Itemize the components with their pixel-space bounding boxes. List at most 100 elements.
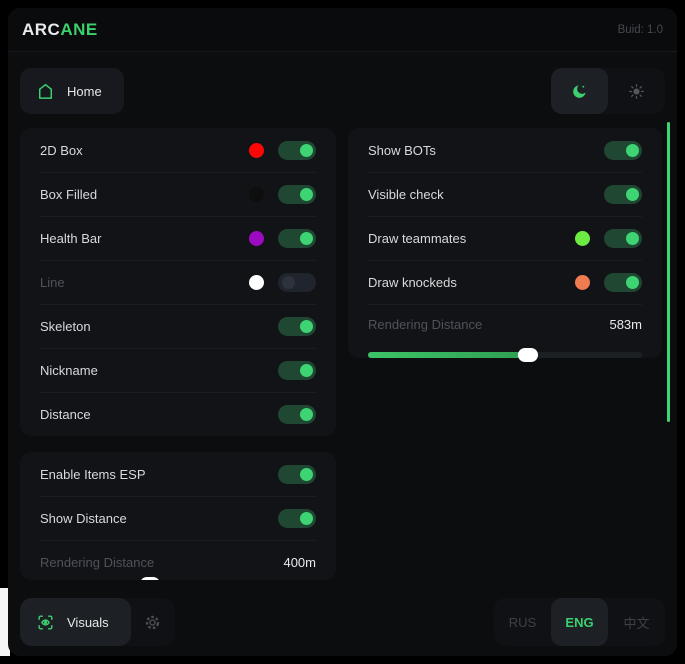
setting-label: Health Bar	[40, 231, 102, 246]
setting-label: Skeleton	[40, 319, 91, 334]
setting-row-draw-knockeds: Draw knockeds	[368, 260, 642, 304]
setting-label: Distance	[40, 407, 91, 422]
toggle-knob	[299, 364, 313, 377]
color-swatch[interactable]	[249, 231, 264, 246]
setting-row-show-distance: Show Distance	[40, 496, 316, 540]
slider-knob[interactable]	[517, 348, 538, 362]
toggle-knob	[281, 276, 295, 289]
toggle-switch[interactable]	[278, 229, 316, 248]
settings-button[interactable]	[131, 598, 175, 646]
slider-fill	[368, 352, 528, 358]
items-esp-card: Enable Items ESP Show Distance Rendering…	[20, 452, 336, 580]
toggle-switch[interactable]	[278, 140, 316, 160]
lang-eng-button[interactable]: ENG	[551, 598, 608, 646]
nav-row: Home	[20, 68, 665, 114]
toggle-switch[interactable]	[278, 464, 316, 484]
slider-knob[interactable]	[140, 577, 161, 580]
background-window-edge	[0, 588, 10, 656]
home-icon	[38, 83, 53, 99]
scrollbar-thumb[interactable]	[667, 122, 670, 422]
rendering-distance-value-row: Rendering Distance 583m	[368, 304, 642, 344]
setting-row-2d-box: 2D Box	[40, 128, 316, 172]
player-esp-card: 2D Box Box Filled He	[20, 128, 336, 436]
toggle-knob	[299, 512, 313, 525]
color-swatch[interactable]	[249, 275, 264, 290]
gear-icon	[145, 615, 160, 629]
color-swatch[interactable]	[575, 231, 590, 246]
visuals-eye-icon	[38, 614, 53, 630]
setting-row-health-bar: Health Bar	[40, 216, 316, 260]
setting-label: Box Filled	[40, 187, 98, 202]
setting-row-visible-check: Visible check	[368, 172, 642, 216]
language-switch: RUS ENG 中文	[494, 598, 665, 646]
toggle-knob	[299, 188, 313, 201]
setting-row-distance: Distance	[40, 392, 316, 436]
setting-label: Draw teammates	[368, 231, 467, 246]
lang-rus-button[interactable]: RUS	[494, 598, 551, 646]
toggle-switch[interactable]	[278, 509, 316, 528]
logo-text-primary: ARC	[22, 19, 61, 39]
toggle-switch[interactable]	[604, 273, 642, 292]
right-column: Show BOTs Visible check Draw teammates	[348, 128, 662, 376]
build-version-label: Buid: 1.0	[617, 23, 663, 36]
setting-label: 2D Box	[40, 142, 83, 158]
setting-label: Line	[40, 275, 65, 290]
bottom-bar: Visuals RUS ENG 中文	[20, 598, 665, 646]
toggle-switch[interactable]	[278, 405, 316, 424]
setting-row-enable-items-esp: Enable Items ESP	[40, 452, 316, 496]
setting-row-show-bots: Show BOTs	[368, 128, 642, 172]
setting-label: Nickname	[40, 363, 98, 378]
theme-switch	[551, 68, 665, 114]
setting-label: Enable Items ESP	[40, 466, 146, 482]
left-column: 2D Box Box Filled He	[20, 128, 336, 580]
rendering-distance-value: 583m	[609, 317, 642, 332]
toggle-switch[interactable]	[604, 140, 642, 160]
toggle-knob	[299, 232, 313, 245]
moon-icon	[573, 84, 586, 98]
setting-label: Draw knockeds	[368, 275, 457, 290]
lang-zh-button[interactable]: 中文	[608, 598, 665, 646]
toggle-switch[interactable]	[604, 229, 642, 248]
toggle-switch[interactable]	[604, 185, 642, 204]
toggle-knob	[625, 188, 639, 201]
toggle-knob	[299, 408, 313, 421]
tab-visuals[interactable]: Visuals	[20, 598, 131, 646]
color-swatch[interactable]	[249, 187, 264, 202]
tab-visuals-label: Visuals	[67, 614, 109, 630]
rendering-distance-slider[interactable]	[368, 348, 642, 362]
toggle-knob	[625, 276, 639, 289]
rendering-distance-slider[interactable]	[40, 577, 316, 580]
rendering-distance-value-row: Rendering Distance 400m	[40, 540, 316, 580]
toggle-switch[interactable]	[278, 185, 316, 204]
toggle-knob	[299, 143, 313, 157]
tab-home[interactable]: Home	[20, 68, 124, 114]
bots-card: Show BOTs Visible check Draw teammates	[348, 128, 662, 362]
dark-mode-button[interactable]	[551, 68, 608, 114]
color-swatch[interactable]	[249, 142, 264, 158]
setting-label: Show BOTs	[368, 142, 436, 158]
tab-home-label: Home	[67, 83, 102, 99]
setting-row-box-filled: Box Filled	[40, 172, 316, 216]
rendering-distance-label: Rendering Distance	[368, 317, 483, 332]
rendering-distance-label: Rendering Distance	[40, 555, 155, 570]
toggle-knob	[625, 143, 639, 157]
arcane-window: ARCANE Buid: 1.0 Home	[8, 8, 677, 656]
color-swatch[interactable]	[575, 275, 590, 290]
toggle-knob	[625, 232, 639, 245]
toggle-switch[interactable]	[278, 273, 316, 292]
toggle-knob	[299, 467, 313, 481]
light-mode-button[interactable]	[608, 68, 665, 114]
setting-label: Show Distance	[40, 511, 127, 526]
rendering-distance-block: Rendering Distance 583m	[368, 304, 642, 362]
content-area: 2D Box Box Filled He	[8, 114, 677, 598]
app-logo: ARCANE	[22, 20, 98, 40]
footer-nav-group: Visuals	[20, 598, 175, 646]
setting-row-skeleton: Skeleton	[40, 304, 316, 348]
sun-icon	[629, 83, 644, 99]
toggle-switch[interactable]	[278, 361, 316, 380]
titlebar: ARCANE Buid: 1.0	[8, 8, 677, 52]
setting-row-nickname: Nickname	[40, 348, 316, 392]
toggle-switch[interactable]	[278, 317, 316, 336]
logo-text-accent: ANE	[60, 19, 98, 39]
rendering-distance-value: 400m	[283, 555, 316, 570]
